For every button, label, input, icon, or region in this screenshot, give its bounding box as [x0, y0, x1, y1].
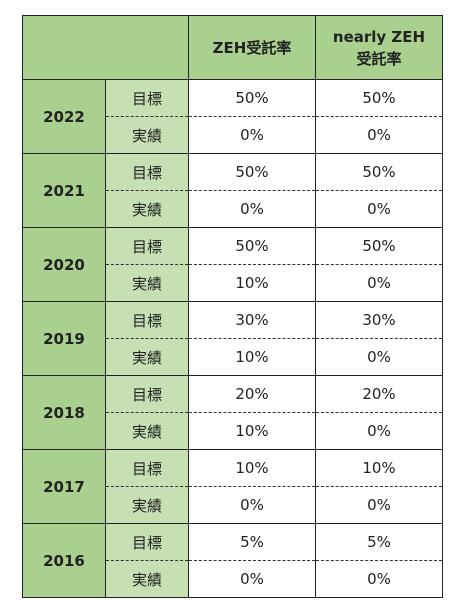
target-label: 目標: [105, 449, 189, 487]
year-cell: 2019: [22, 301, 106, 376]
actual-nearly-value: 0%: [315, 412, 443, 450]
table-row-actual: 実績 10% 0%: [23, 264, 443, 302]
actual-nearly-value: 0%: [315, 338, 443, 376]
table-row-actual: 実績 10% 0%: [23, 338, 443, 376]
actual-zeh-value: 10%: [188, 412, 316, 450]
target-nearly-value: 30%: [315, 301, 443, 339]
header-zeh-rate-label: ZEH受託率: [212, 38, 292, 57]
actual-zeh-value: 0%: [188, 486, 316, 524]
actual-nearly-value: 0%: [315, 116, 443, 154]
target-label: 目標: [105, 523, 189, 561]
actual-nearly-value: 0%: [315, 486, 443, 524]
target-nearly-value: 5%: [315, 523, 443, 561]
target-zeh-value: 50%: [188, 79, 316, 117]
actual-label: 実績: [105, 116, 189, 154]
target-zeh-value: 5%: [188, 523, 316, 561]
table-row-actual: 実績 0% 0%: [23, 560, 443, 598]
target-zeh-value: 30%: [188, 301, 316, 339]
actual-nearly-value: 0%: [315, 560, 443, 598]
table-row-actual: 実績 10% 0%: [23, 412, 443, 450]
target-label: 目標: [105, 153, 189, 191]
actual-zeh-value: 10%: [188, 338, 316, 376]
header-zeh-rate: ZEH受託率: [188, 15, 316, 80]
table-row-actual: 実績 0% 0%: [23, 116, 443, 154]
target-nearly-value: 50%: [315, 153, 443, 191]
target-label: 目標: [105, 301, 189, 339]
table-row-target: 2017 目標 10% 10%: [22, 449, 443, 524]
year-cell: 2017: [22, 449, 106, 524]
target-nearly-value: 50%: [315, 227, 443, 265]
table-row-target: 2018 目標 20% 20%: [22, 375, 443, 450]
table-row-target: 2019 目標 30% 30%: [22, 301, 443, 376]
target-nearly-value: 50%: [315, 79, 443, 117]
year-cell: 2018: [22, 375, 106, 450]
actual-nearly-value: 0%: [315, 264, 443, 302]
year-cell: 2020: [22, 227, 106, 302]
actual-zeh-value: 0%: [188, 116, 316, 154]
target-zeh-value: 50%: [188, 153, 316, 191]
table-row-actual: 実績 0% 0%: [23, 190, 443, 228]
table-row-target: 2020 目標 50% 50%: [22, 227, 443, 302]
table-row-target: 2016 目標 5% 5%: [22, 523, 443, 598]
header-corner: [22, 15, 189, 80]
target-label: 目標: [105, 227, 189, 265]
actual-label: 実績: [105, 486, 189, 524]
header-nearly-line1: nearly ZEH: [332, 27, 426, 46]
zeh-rate-table: ZEH受託率 nearly ZEH 受託率 2022 目標 50% 50% 実績 …: [22, 15, 443, 598]
target-nearly-value: 10%: [315, 449, 443, 487]
actual-zeh-value: 0%: [188, 190, 316, 228]
actual-zeh-value: 0%: [188, 560, 316, 598]
target-zeh-value: 50%: [188, 227, 316, 265]
actual-label: 実績: [105, 338, 189, 376]
header-row: ZEH受託率 nearly ZEH 受託率: [22, 15, 443, 80]
year-cell: 2016: [22, 523, 106, 598]
actual-label: 実績: [105, 412, 189, 450]
header-nearly-line2: 受託率: [356, 49, 402, 68]
year-cell: 2022: [22, 79, 106, 154]
actual-label: 実績: [105, 264, 189, 302]
target-label: 目標: [105, 375, 189, 413]
table-row-actual: 実績 0% 0%: [23, 486, 443, 524]
target-zeh-value: 10%: [188, 449, 316, 487]
actual-label: 実績: [105, 560, 189, 598]
actual-label: 実績: [105, 190, 189, 228]
table-row-target: 2022 目標 50% 50%: [22, 79, 443, 154]
table-row-target: 2021 目標 50% 50%: [22, 153, 443, 228]
actual-zeh-value: 10%: [188, 264, 316, 302]
year-cell: 2021: [22, 153, 106, 228]
target-label: 目標: [105, 79, 189, 117]
header-nearly-zeh-rate: nearly ZEH 受託率: [315, 15, 443, 80]
target-zeh-value: 20%: [188, 375, 316, 413]
actual-nearly-value: 0%: [315, 190, 443, 228]
target-nearly-value: 20%: [315, 375, 443, 413]
